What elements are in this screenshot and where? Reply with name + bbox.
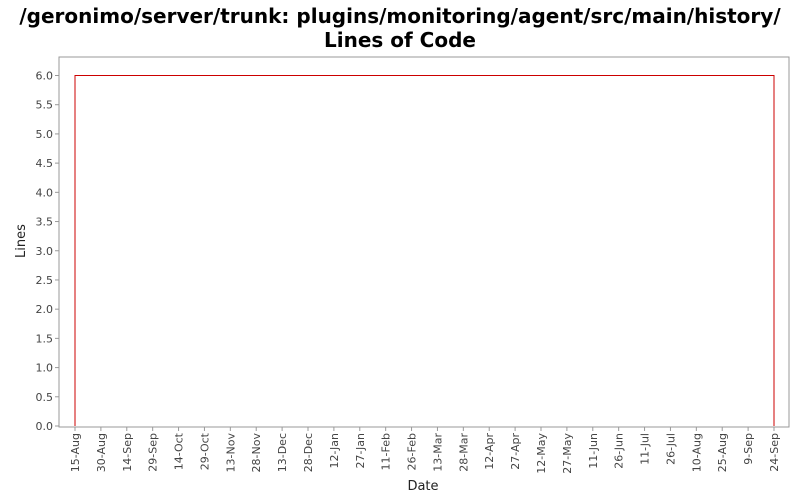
x-tick-label: 12-Apr [483, 433, 496, 470]
x-tick-label: 14-Sep [121, 433, 134, 472]
x-tick-label: 12-May [535, 433, 548, 474]
y-tick-label: 4.0 [36, 186, 54, 199]
y-tick-label: 1.5 [36, 332, 54, 345]
y-axis-label: Lines [14, 224, 29, 258]
x-tick-label: 11-Jun [587, 433, 600, 469]
x-tick-label: 26-Jun [613, 433, 626, 469]
x-tick-label: 11-Feb [380, 433, 393, 470]
x-tick-label: 10-Aug [690, 433, 703, 472]
x-tick-label: 29-Oct [198, 432, 211, 470]
y-tick-label: 3.0 [36, 245, 54, 258]
y-tick-label: 1.0 [36, 362, 54, 375]
series-line [74, 75, 775, 426]
x-tick-label: 15-Aug [69, 433, 82, 472]
y-tick-label: 5.0 [36, 128, 54, 141]
y-tick-label: 0.0 [36, 420, 54, 433]
x-tick-label: 29-Sep [147, 433, 160, 472]
x-axis-label: Date [407, 479, 438, 494]
x-tick-label: 28-Nov [250, 433, 263, 473]
x-tick-label: 27-Jan [354, 433, 367, 469]
x-tick-label: 26-Jul [664, 433, 677, 465]
x-tick-label: 13-Nov [224, 433, 237, 473]
x-tick-label: 12-Jan [328, 433, 341, 469]
x-tick-label: 28-Mar [457, 433, 470, 472]
x-tick-label: 13-Dec [276, 433, 289, 472]
y-tick-label: 2.0 [36, 303, 54, 316]
x-tick-label: 27-Apr [509, 433, 522, 470]
x-tick-label: 27-May [561, 433, 574, 474]
x-tick-label: 9-Sep [742, 433, 755, 465]
y-tick-label: 4.5 [36, 157, 54, 170]
x-tick-label: 24-Sep [768, 433, 781, 472]
x-tick-label: 28-Dec [302, 433, 315, 472]
x-tick-label: 14-Oct [173, 432, 186, 470]
y-tick-label: 2.5 [36, 274, 54, 287]
y-tick-label: 5.5 [36, 99, 54, 112]
x-tick-label: 25-Aug [716, 433, 729, 472]
chart-title: /geronimo/server/trunk: plugins/monitori… [19, 4, 781, 52]
y-axis-ticks: 0.0 0.5 1.0 1.5 2.0 2.5 3.0 3.5 4.0 4.5 5.0 5.5 6.0 [36, 70, 59, 433]
x-tick-label: 13-Mar [431, 433, 444, 472]
y-tick-label: 6.0 [36, 70, 54, 83]
x-tick-label: 30-Aug [95, 433, 108, 472]
x-tick-label: 26-Feb [406, 433, 419, 470]
x-tick-label: 11-Jul [639, 433, 652, 465]
plot-area [58, 56, 790, 428]
y-tick-label: 3.5 [36, 216, 54, 229]
series-layer [74, 75, 775, 426]
y-tick-label: 0.5 [36, 391, 54, 404]
x-axis-ticks: 15-Aug 30-Aug 14-Sep 29-Sep 14-Oct 29-Oct 13-N… [69, 427, 781, 474]
